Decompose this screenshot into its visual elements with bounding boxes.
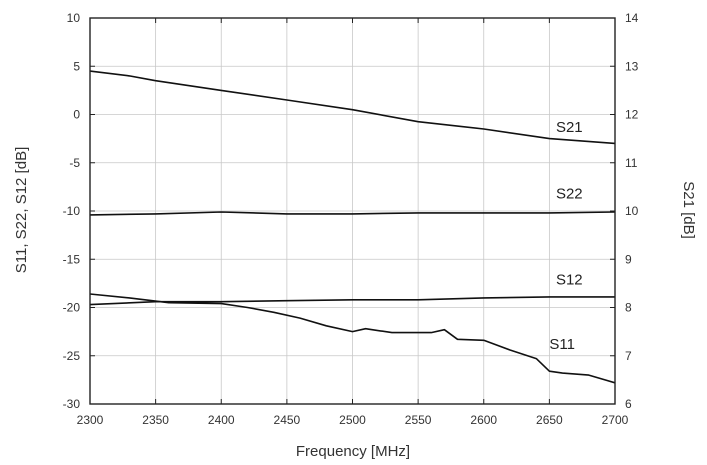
series-label-s22: S22	[556, 185, 583, 202]
y-left-tick-label: -30	[63, 397, 81, 411]
y-right-tick-label: 10	[625, 204, 639, 218]
y-right-axis-title: S21 [dB]	[680, 181, 697, 239]
series-label-s12: S12	[556, 271, 583, 288]
series-line-s11	[89, 293, 616, 384]
y-left-tick-label: 0	[73, 108, 80, 122]
x-tick-label: 2450	[274, 413, 301, 427]
y-right-tick-label: 11	[625, 156, 638, 170]
grid	[90, 18, 615, 404]
y-right-tick-label: 13	[625, 59, 639, 73]
series-line-s22	[89, 211, 616, 216]
x-tick-label: 2550	[405, 413, 432, 427]
y-left-tick-label: -20	[63, 301, 81, 315]
y-left-tick-label: -5	[69, 156, 80, 170]
y-right-tick-label: 12	[625, 108, 639, 122]
y-right-tick-label: 8	[625, 301, 632, 315]
series-lines	[89, 70, 616, 384]
y-left-tick-label: -25	[63, 349, 81, 363]
y-left-axis-title: S11, S22, S12 [dB]	[13, 147, 30, 273]
series-labels: S21 S22 S12 S11	[549, 119, 582, 353]
x-tick-label: 2300	[77, 413, 104, 427]
y-right-tick-label: 6	[625, 397, 632, 411]
x-tick-label: 2650	[536, 413, 563, 427]
y-right-tick-label: 9	[625, 252, 632, 266]
x-tick-label: 2500	[339, 413, 366, 427]
series-label-s11: S11	[549, 336, 575, 353]
series-line-s21	[89, 70, 616, 145]
series-label-s21: S21	[556, 119, 583, 136]
y-right-tick-label: 7	[625, 349, 632, 363]
y-left-tick-label: 5	[73, 59, 80, 73]
x-axis-ticks: 2300 2350 2400 2450 2500 2550 2600 2650 2700	[77, 18, 629, 427]
y-left-tick-label: 10	[67, 11, 81, 25]
x-axis-title: Frequency [MHz]	[296, 443, 410, 460]
y-left-tick-label: -15	[63, 252, 81, 266]
x-tick-label: 2600	[470, 413, 497, 427]
y-left-tick-label: -10	[63, 204, 81, 218]
x-tick-label: 2350	[142, 413, 169, 427]
y-left-axis-ticks: 10 5 0 -5 -10 -15 -20 -25 -30	[63, 11, 95, 411]
series-line-s12	[89, 296, 615, 306]
y-right-tick-label: 14	[625, 11, 639, 25]
x-tick-label: 2700	[602, 413, 629, 427]
y-right-axis-ticks: 14 13 12 11 10 9 8 7 6	[610, 11, 639, 411]
x-tick-label: 2400	[208, 413, 235, 427]
